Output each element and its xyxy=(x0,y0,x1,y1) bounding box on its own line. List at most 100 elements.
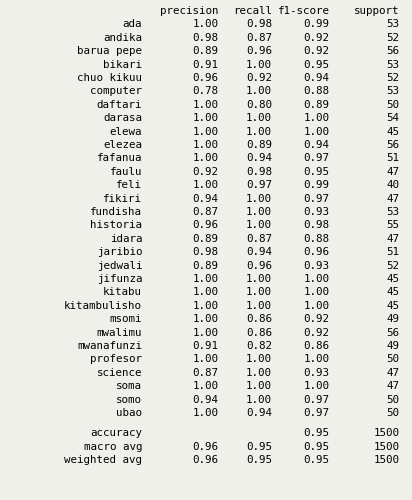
Text: 0.94: 0.94 xyxy=(246,408,272,418)
Text: 50: 50 xyxy=(386,394,400,404)
Text: 52: 52 xyxy=(386,33,400,43)
Text: 0.82: 0.82 xyxy=(246,341,272,351)
Text: 1500: 1500 xyxy=(374,455,400,465)
Text: 0.94: 0.94 xyxy=(192,394,218,404)
Text: 56: 56 xyxy=(386,328,400,338)
Text: 52: 52 xyxy=(386,260,400,270)
Text: darasa: darasa xyxy=(103,113,142,123)
Text: 1.00: 1.00 xyxy=(192,180,218,190)
Text: 1.00: 1.00 xyxy=(192,354,218,364)
Text: 1.00: 1.00 xyxy=(246,113,272,123)
Text: 1.00: 1.00 xyxy=(246,354,272,364)
Text: 0.92: 0.92 xyxy=(304,33,330,43)
Text: 0.87: 0.87 xyxy=(246,234,272,244)
Text: andika: andika xyxy=(103,33,142,43)
Text: 1500: 1500 xyxy=(374,442,400,452)
Text: faulu: faulu xyxy=(110,167,142,177)
Text: 47: 47 xyxy=(386,194,400,203)
Text: 52: 52 xyxy=(386,73,400,83)
Text: 0.93: 0.93 xyxy=(304,260,330,270)
Text: 1.00: 1.00 xyxy=(304,288,330,298)
Text: 40: 40 xyxy=(386,180,400,190)
Text: fafanua: fafanua xyxy=(97,154,142,164)
Text: 0.89: 0.89 xyxy=(192,260,218,270)
Text: 56: 56 xyxy=(386,140,400,150)
Text: 0.96: 0.96 xyxy=(192,220,218,230)
Text: 0.98: 0.98 xyxy=(246,20,272,30)
Text: 0.94: 0.94 xyxy=(246,247,272,257)
Text: fikiri: fikiri xyxy=(103,194,142,203)
Text: 0.88: 0.88 xyxy=(304,86,330,97)
Text: msomi: msomi xyxy=(110,314,142,324)
Text: 1.00: 1.00 xyxy=(304,274,330,284)
Text: 0.97: 0.97 xyxy=(304,408,330,418)
Text: 0.95: 0.95 xyxy=(304,455,330,465)
Text: 1.00: 1.00 xyxy=(246,381,272,391)
Text: 0.89: 0.89 xyxy=(192,234,218,244)
Text: 47: 47 xyxy=(386,167,400,177)
Text: 0.95: 0.95 xyxy=(304,442,330,452)
Text: 1.00: 1.00 xyxy=(246,394,272,404)
Text: feli: feli xyxy=(116,180,142,190)
Text: daftari: daftari xyxy=(97,100,142,110)
Text: 1.00: 1.00 xyxy=(246,207,272,217)
Text: weighted avg: weighted avg xyxy=(64,455,142,465)
Text: 0.95: 0.95 xyxy=(304,167,330,177)
Text: 0.98: 0.98 xyxy=(192,247,218,257)
Text: 45: 45 xyxy=(386,274,400,284)
Text: support: support xyxy=(354,6,400,16)
Text: 0.80: 0.80 xyxy=(246,100,272,110)
Text: 0.86: 0.86 xyxy=(246,328,272,338)
Text: idara: idara xyxy=(110,234,142,244)
Text: 1.00: 1.00 xyxy=(192,274,218,284)
Text: 0.99: 0.99 xyxy=(304,20,330,30)
Text: 0.92: 0.92 xyxy=(304,328,330,338)
Text: 0.87: 0.87 xyxy=(192,368,218,378)
Text: 1.00: 1.00 xyxy=(192,301,218,311)
Text: jaribio: jaribio xyxy=(97,247,142,257)
Text: f1-score: f1-score xyxy=(278,6,330,16)
Text: chuo kikuu: chuo kikuu xyxy=(77,73,142,83)
Text: 45: 45 xyxy=(386,126,400,136)
Text: 1.00: 1.00 xyxy=(192,100,218,110)
Text: 1.00: 1.00 xyxy=(192,20,218,30)
Text: precision: precision xyxy=(160,6,218,16)
Text: 0.92: 0.92 xyxy=(304,314,330,324)
Text: 47: 47 xyxy=(386,234,400,244)
Text: 0.91: 0.91 xyxy=(192,60,218,70)
Text: 1.00: 1.00 xyxy=(246,126,272,136)
Text: 1.00: 1.00 xyxy=(246,86,272,97)
Text: 1.00: 1.00 xyxy=(192,140,218,150)
Text: 0.96: 0.96 xyxy=(246,260,272,270)
Text: 0.94: 0.94 xyxy=(304,73,330,83)
Text: 0.94: 0.94 xyxy=(246,154,272,164)
Text: 1.00: 1.00 xyxy=(192,408,218,418)
Text: 1.00: 1.00 xyxy=(304,126,330,136)
Text: 54: 54 xyxy=(386,113,400,123)
Text: 0.91: 0.91 xyxy=(192,341,218,351)
Text: 47: 47 xyxy=(386,381,400,391)
Text: 0.86: 0.86 xyxy=(246,314,272,324)
Text: macro avg: macro avg xyxy=(84,442,142,452)
Text: 1.00: 1.00 xyxy=(192,113,218,123)
Text: 0.86: 0.86 xyxy=(304,341,330,351)
Text: 0.95: 0.95 xyxy=(246,442,272,452)
Text: science: science xyxy=(97,368,142,378)
Text: 0.97: 0.97 xyxy=(304,154,330,164)
Text: 53: 53 xyxy=(386,60,400,70)
Text: 0.89: 0.89 xyxy=(304,100,330,110)
Text: ada: ada xyxy=(123,20,142,30)
Text: 0.92: 0.92 xyxy=(246,73,272,83)
Text: 1.00: 1.00 xyxy=(192,328,218,338)
Text: 0.98: 0.98 xyxy=(246,167,272,177)
Text: 1.00: 1.00 xyxy=(246,274,272,284)
Text: 0.97: 0.97 xyxy=(304,394,330,404)
Text: 1.00: 1.00 xyxy=(192,288,218,298)
Text: 0.99: 0.99 xyxy=(304,180,330,190)
Text: kitambulisho: kitambulisho xyxy=(64,301,142,311)
Text: 0.89: 0.89 xyxy=(246,140,272,150)
Text: bikari: bikari xyxy=(103,60,142,70)
Text: elewa: elewa xyxy=(110,126,142,136)
Text: profesor: profesor xyxy=(90,354,142,364)
Text: 1.00: 1.00 xyxy=(304,113,330,123)
